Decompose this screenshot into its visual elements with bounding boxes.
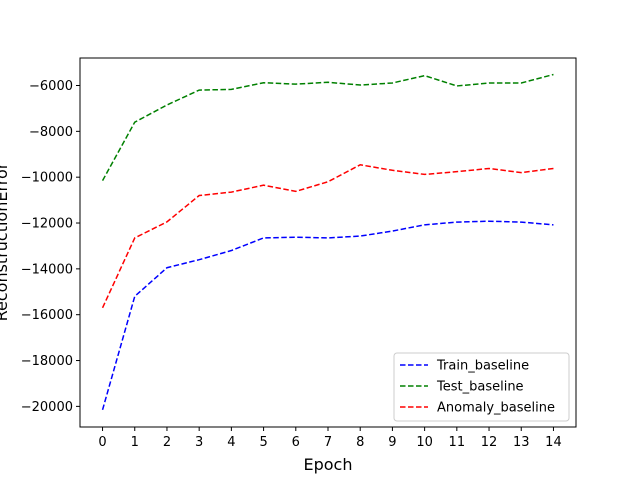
plot-area <box>101 73 554 411</box>
series-line-train-baseline <box>101 220 554 411</box>
x-tick-label: 8 <box>356 435 364 450</box>
x-tick-label: 7 <box>324 435 332 450</box>
x-tick-label: 0 <box>98 435 106 450</box>
legend-label: Test_baseline <box>436 380 524 395</box>
x-tick-label: 12 <box>481 435 498 450</box>
x-axis-label: Epoch <box>304 455 353 474</box>
series-line-test-baseline <box>101 73 554 181</box>
y-tick-label: −20000 <box>21 400 73 415</box>
x-tick-label: 6 <box>292 435 300 450</box>
y-tick-label: −8000 <box>29 125 73 140</box>
x-tick-label: 1 <box>131 435 139 450</box>
y-tick-label: −16000 <box>21 308 73 323</box>
y-tick-label: −18000 <box>21 354 73 369</box>
legend-label: Anomaly_baseline <box>437 401 555 416</box>
y-tick-label: −14000 <box>21 262 73 277</box>
x-axis: 0 1 2 3 4 5 6 7 8 9 10 11 12 13 14 <box>98 427 562 450</box>
series-line-anomaly-baseline <box>101 164 554 309</box>
x-tick-label: 11 <box>449 435 466 450</box>
y-axis-label: ReconstructionError <box>0 162 11 321</box>
legend: Train_baseline Test_baseline Anomaly_basel… <box>393 352 570 422</box>
y-tick-label: −10000 <box>21 171 73 186</box>
legend-label: Train_baseline <box>436 359 529 374</box>
x-tick-label: 2 <box>163 435 171 450</box>
y-tick-label: −6000 <box>29 79 73 94</box>
x-tick-label: 9 <box>388 435 396 450</box>
y-axis: −20000 −18000 −16000 −14000 −12000 −10000 −800… <box>21 79 80 415</box>
x-tick-label: 14 <box>545 435 562 450</box>
x-tick-label: 5 <box>259 435 267 450</box>
x-tick-label: 4 <box>227 435 235 450</box>
x-tick-label: 3 <box>195 435 203 450</box>
x-tick-label: 10 <box>416 435 433 450</box>
x-tick-label: 13 <box>513 435 530 450</box>
legend-box <box>393 352 570 422</box>
y-tick-label: −12000 <box>21 217 73 232</box>
